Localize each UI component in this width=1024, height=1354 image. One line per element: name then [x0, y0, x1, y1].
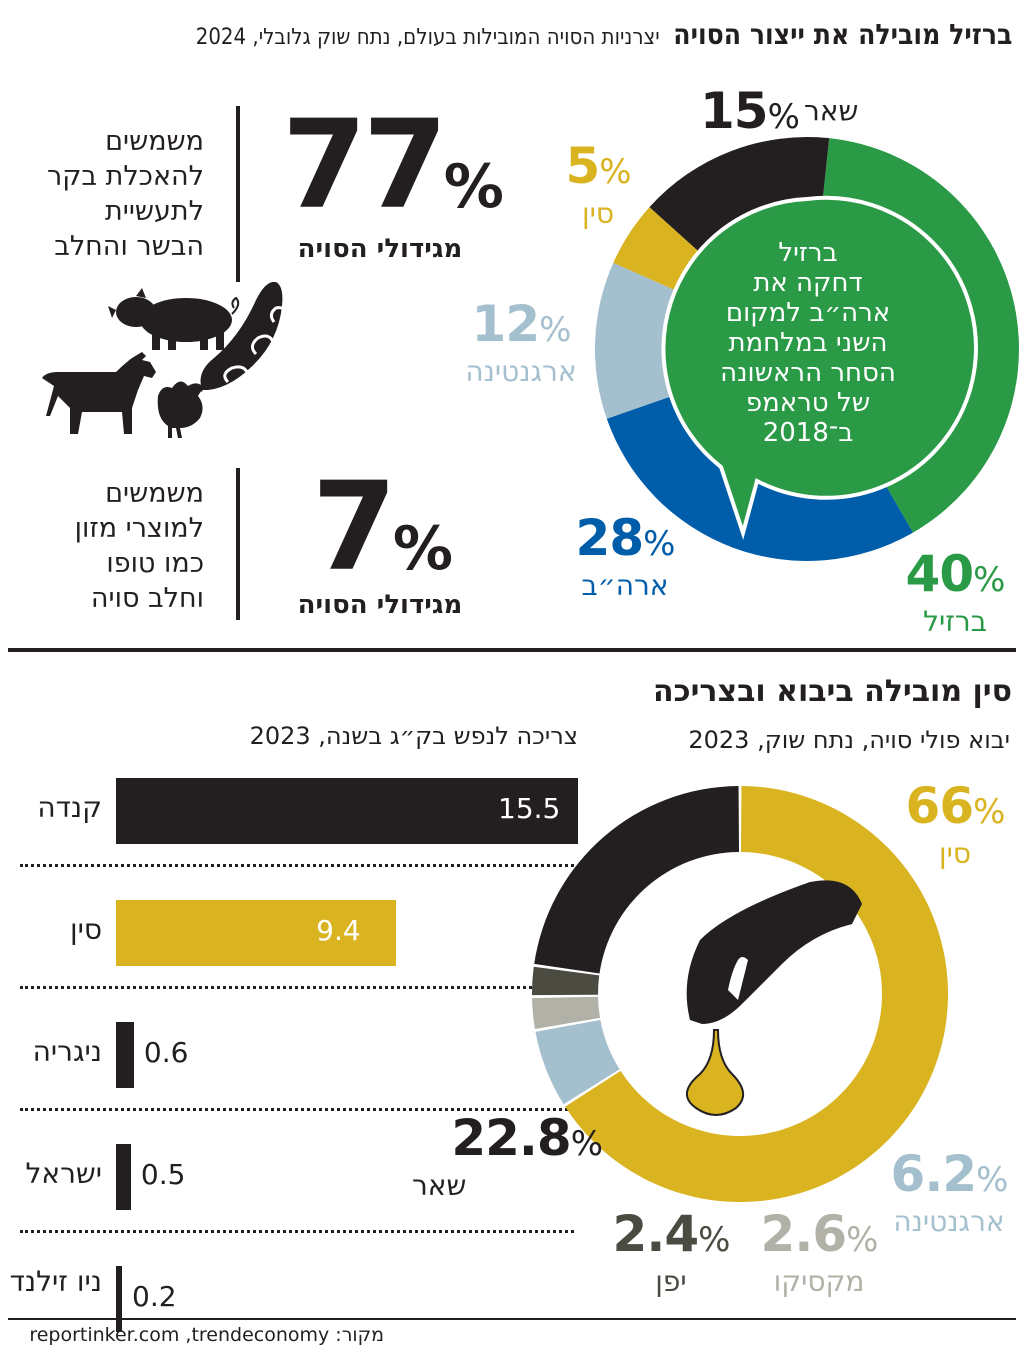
- page-title: ברזיל מובילה את ייצור הסויה: [672, 18, 1012, 51]
- label-other-imports: 22.8% שאר: [412, 1109, 603, 1202]
- label-value: 40: [905, 545, 975, 603]
- donut-slice-3: [532, 966, 600, 996]
- label-china-production: 5% סין: [548, 140, 648, 230]
- livestock-icons: [42, 282, 288, 438]
- row-separator: [20, 1230, 574, 1233]
- label-other-production: שאר 15%: [700, 82, 859, 140]
- bar: [116, 778, 578, 844]
- bottom-section-title: סין מובילה ביבוא ובצריכה: [653, 674, 1012, 709]
- percent-sign: %: [443, 152, 504, 222]
- label-mexico-imports: 2.6% מקסיקו: [746, 1208, 892, 1298]
- food-usage-text: משמשים למוצרי מזון כמו טופו וחלב סויה: [4, 476, 204, 616]
- note-line: של טראמפ: [745, 388, 871, 418]
- note-line: דחקה את: [753, 268, 863, 298]
- food-text-line: וחלב סויה: [90, 583, 204, 614]
- bar-category-label: קנדה: [37, 791, 102, 824]
- label-value: 6.2: [890, 1145, 978, 1203]
- meat-text-line: להאכלת בקר: [47, 161, 204, 192]
- label-value: 66: [905, 777, 975, 835]
- meat-usage-text: משמשים להאכלת בקר לתעשיית הבשר והחלב: [4, 124, 204, 264]
- donut-slice-1: [535, 1019, 620, 1105]
- bar-category-label: ניגריה: [32, 1035, 102, 1068]
- meat-text-line: משמשים: [105, 126, 204, 157]
- bar: [116, 900, 397, 966]
- production-note: ברזיל דחקה את ארה״ב למקום השני במלחמת הס…: [676, 238, 940, 448]
- consumption-subtitle: צריכה לנפש בק״ג בשנה, 2023: [249, 722, 578, 750]
- page-header: ברזיל מובילה את ייצור הסויה יצרניות הסוי…: [195, 18, 1012, 51]
- page-subtitle: יצרניות הסויה המובילות בעולם, נתח שוק גל…: [195, 25, 660, 50]
- label-name: ארגנטינה: [893, 1205, 1005, 1238]
- label-name: יפן: [655, 1265, 687, 1298]
- food-percent-value: 7: [312, 456, 397, 598]
- label-value: 28: [575, 509, 645, 567]
- bar: [116, 1266, 122, 1332]
- meat-percent-value: 77: [282, 94, 448, 236]
- label-value: 22.8: [451, 1109, 571, 1167]
- label-name: ברזיל: [923, 605, 987, 638]
- note-line: השני במלחמת: [728, 328, 888, 358]
- label-argentina: 12% ארגנטינה: [456, 298, 586, 388]
- food-percent-caption: מגידולי הסויה: [297, 590, 463, 620]
- bar: [116, 1022, 134, 1088]
- label-china-imports: 66% סין: [890, 780, 1020, 870]
- note-line: ברזיל: [778, 238, 838, 268]
- food-percent: 7%: [312, 466, 453, 610]
- donut-slice-4: [534, 786, 740, 974]
- production-donut-chart: [595, 137, 1019, 561]
- bar-value-label: 0.5: [140, 1158, 186, 1191]
- food-text-line: משמשים: [105, 478, 204, 509]
- label-value: 12: [471, 295, 541, 353]
- label-brazil: 40% ברזיל: [890, 548, 1020, 638]
- note-line: ב־2018: [762, 418, 854, 448]
- label-name: מקסיקו: [773, 1265, 865, 1298]
- meat-divider-line: [236, 106, 240, 282]
- label-usa: 28% ארה״ב: [560, 512, 690, 602]
- label-name: שאר: [804, 94, 859, 128]
- meat-percent-caption: מגידולי הסויה: [297, 234, 463, 264]
- bar: [116, 1144, 131, 1210]
- label-value: 15: [700, 82, 769, 140]
- label-name: סין: [581, 197, 615, 230]
- bar-value-label: 0.6: [143, 1036, 189, 1069]
- meat-percent: 77%: [282, 104, 504, 248]
- note-line: ארה״ב למקום: [725, 298, 891, 328]
- row-separator: [20, 986, 574, 989]
- label-name: ארה״ב: [581, 569, 669, 602]
- section-divider: [8, 648, 1016, 652]
- label-value: 2.6: [760, 1205, 848, 1263]
- label-argentina-imports: 6.2% ארגנטינה: [876, 1148, 1022, 1238]
- food-text-line: כמו טופו: [106, 548, 204, 579]
- label-value: 2.4: [612, 1205, 700, 1263]
- percent-sign: %: [392, 514, 453, 584]
- chicken-icon: [157, 381, 204, 438]
- meat-text-line: לתעשיית: [105, 196, 204, 227]
- bar-category-label: סין: [69, 913, 102, 946]
- note-speech-bubble: [661, 195, 978, 540]
- row-separator: [20, 1108, 574, 1111]
- label-name: סין: [938, 837, 972, 870]
- food-text-line: למוצרי מזון: [74, 513, 204, 544]
- label-name: ארגנטינה: [465, 355, 577, 388]
- row-separator: [20, 864, 574, 867]
- bar-value-label: 15.5: [498, 792, 561, 825]
- pig-icon: [108, 288, 240, 350]
- bar-value-label: 0.2: [132, 1280, 177, 1313]
- bar-category-label: ישראל: [25, 1157, 102, 1190]
- label-value: 5: [565, 137, 600, 195]
- consumption-bar-chart: קנדה 15.5 סין 9.4 ניגריה 0.6 ישראל 0.5 ניו זילנד…: [0, 770, 600, 1332]
- food-divider-line: [236, 468, 240, 620]
- hand-pouring-oil-icon: [686, 880, 862, 1116]
- imports-subtitle: יבוא פולי סויה, נתח שוק, 2023: [688, 726, 1010, 754]
- label-name: שאר: [412, 1169, 467, 1202]
- footer-divider: [8, 1318, 1016, 1320]
- donut-slice-2: [532, 996, 601, 1029]
- bar-value-label: 9.4: [316, 914, 361, 947]
- source-note: מקור: reportinker.com ,trendeconomy: [29, 1324, 384, 1346]
- soybean-pod-icon: [200, 282, 288, 390]
- note-line: הסחר הראשונה: [720, 358, 896, 388]
- cow-icon: [42, 352, 156, 434]
- meat-text-line: הבשר והחלב: [54, 231, 204, 262]
- label-japan-imports: 2.4% יפן: [598, 1208, 744, 1298]
- bar-category-label: ניו זילנד: [9, 1265, 102, 1298]
